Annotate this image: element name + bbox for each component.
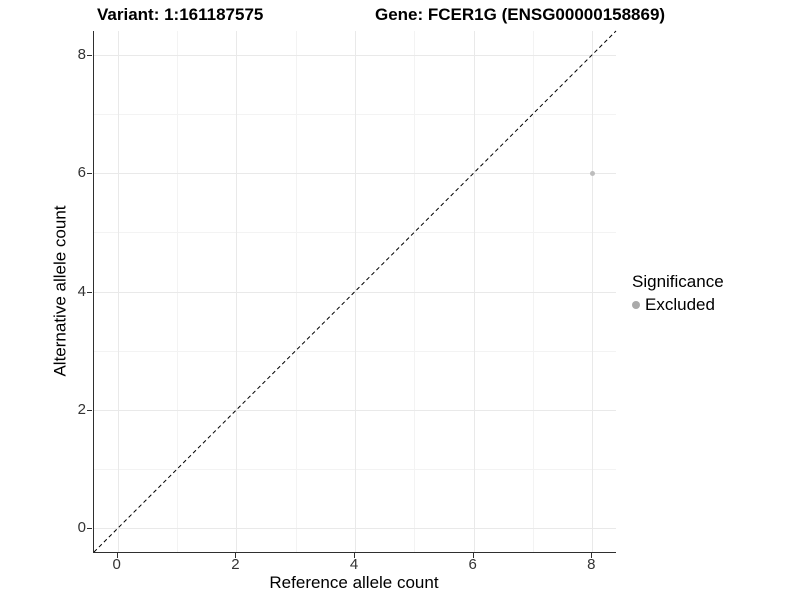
legend-point-icon (632, 301, 640, 309)
x-axis-tick-label: 6 (468, 556, 477, 573)
y-axis-tick-label: 6 (77, 164, 86, 182)
x-axis-tick-label: 2 (231, 556, 240, 573)
gridline-y-major (94, 528, 616, 530)
y-axis-tick (87, 54, 92, 56)
y-axis-tick (87, 291, 92, 293)
x-axis-tick-label: 0 (112, 556, 121, 573)
gridline-y-major (94, 409, 616, 411)
y-axis-title: Alternative allele count (50, 205, 70, 377)
data-point (589, 170, 595, 176)
y-axis-tick (87, 528, 92, 530)
plot-title-variant: Variant: 1:161187575 (97, 5, 264, 24)
plot-panel (93, 30, 617, 553)
x-axis-tick (116, 553, 118, 558)
gridline-y-major (94, 173, 616, 175)
legend-entry-label: Excluded (645, 295, 715, 314)
x-axis-tick (235, 553, 237, 558)
y-axis-tick (87, 409, 92, 411)
gridline-y-major (94, 291, 616, 293)
x-axis-tick-label: 4 (349, 556, 359, 573)
plot-title-gene: Gene: FCER1G (ENSG00000158869) (375, 5, 666, 24)
x-axis-tick (354, 553, 355, 558)
legend: Significance Excluded (632, 272, 724, 315)
y-axis-tick-label: 4 (77, 282, 86, 300)
y-axis-tick-label: 2 (77, 400, 86, 418)
x-axis-title: Reference allele count (269, 573, 439, 592)
x-axis-tick-label: 8 (587, 556, 596, 573)
gridline-y-major (94, 54, 616, 56)
y-axis-tick (87, 173, 92, 175)
x-axis-tick (472, 553, 474, 558)
legend-title: Significance (632, 272, 724, 291)
x-axis-tick (591, 553, 593, 558)
y-axis-tick-label: 0 (77, 519, 86, 537)
y-axis-tick-label: 8 (77, 45, 86, 63)
identity-line (93, 30, 617, 553)
legend-entry-excluded: Excluded (632, 295, 724, 315)
